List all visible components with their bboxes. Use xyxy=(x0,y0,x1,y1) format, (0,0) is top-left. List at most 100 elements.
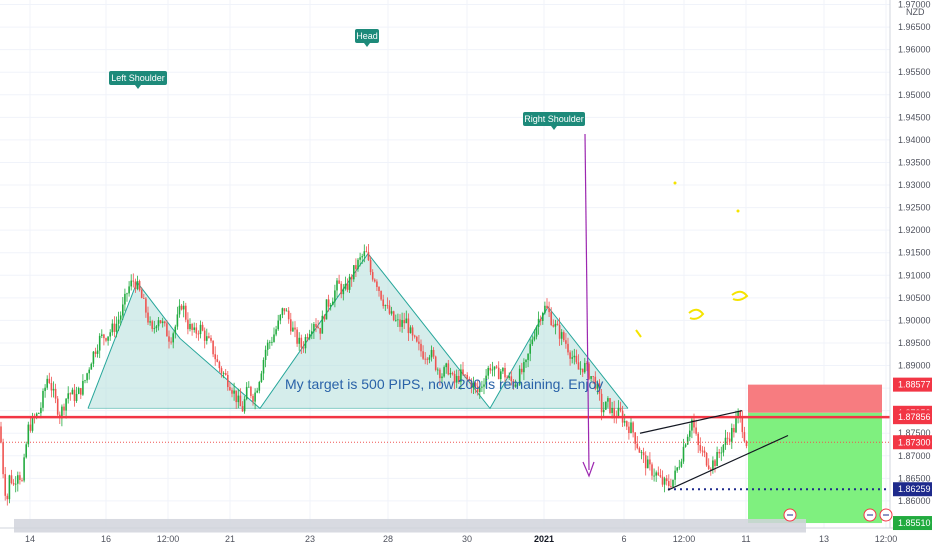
candle-body xyxy=(29,424,32,431)
yellow-dot-1 xyxy=(673,181,677,185)
candle-body xyxy=(554,323,557,327)
candle-body xyxy=(222,373,225,374)
candle-body xyxy=(42,390,44,408)
candle-body xyxy=(640,452,643,454)
stop-loss-zone xyxy=(748,384,882,413)
candle-body xyxy=(642,452,645,456)
candle-body xyxy=(581,368,584,373)
candle-body xyxy=(483,384,485,387)
candle-body xyxy=(665,478,668,482)
annotation-text: My target is 500 PIPS, now 200 is remain… xyxy=(285,376,603,392)
candle-body xyxy=(527,353,529,360)
candle-body xyxy=(647,459,649,469)
candle-body xyxy=(657,472,660,476)
x-tick-label: 21 xyxy=(225,534,235,544)
y-tick-label: 1.86000 xyxy=(898,496,931,506)
candle-body xyxy=(726,437,729,439)
candle-body xyxy=(386,305,389,306)
candle-body xyxy=(279,314,282,321)
candle-body xyxy=(101,334,103,336)
candle-body xyxy=(573,355,576,358)
y-tick-label: 1.91000 xyxy=(898,270,931,280)
candle-body xyxy=(2,442,4,475)
candle-body xyxy=(92,351,95,364)
candle-body xyxy=(231,390,233,394)
candle-body xyxy=(119,315,122,320)
candle-body xyxy=(107,336,109,341)
pattern-fill xyxy=(88,253,628,409)
candle-body xyxy=(185,305,187,320)
candle-body xyxy=(52,388,55,391)
candle-body xyxy=(180,305,183,310)
candle-body xyxy=(479,387,481,393)
candle-body xyxy=(105,338,107,341)
candle-body xyxy=(493,366,496,370)
candle-body xyxy=(73,389,76,401)
candle-body xyxy=(306,337,309,339)
candle-body xyxy=(605,401,607,410)
candle-body xyxy=(96,350,99,354)
y-tick-label: 1.97000 xyxy=(898,0,931,10)
candle-body xyxy=(260,373,263,383)
candle-body xyxy=(252,395,254,402)
candle-body xyxy=(510,376,513,381)
price-tag-label: 1.87856 xyxy=(898,412,931,422)
candle-body xyxy=(174,326,177,334)
candle-body xyxy=(542,312,544,321)
candle-body xyxy=(382,299,384,307)
x-tick-label: 2021 xyxy=(534,534,554,544)
candle-body xyxy=(592,376,594,377)
candle-body xyxy=(653,475,655,477)
candle-body xyxy=(237,395,240,403)
candle-body xyxy=(741,416,744,433)
y-tick-label: 1.93000 xyxy=(898,180,931,190)
candle-body xyxy=(607,398,609,402)
candle-body xyxy=(460,369,462,382)
candle-body xyxy=(512,380,515,387)
y-tick-label: 1.96000 xyxy=(898,45,931,55)
candle-body xyxy=(10,475,13,484)
candle-body xyxy=(691,419,693,431)
candle-body xyxy=(731,427,733,442)
candle-body xyxy=(380,290,382,300)
candle-body xyxy=(191,324,193,330)
candle-body xyxy=(611,407,613,414)
candle-body xyxy=(424,358,426,360)
candle-body xyxy=(304,337,307,349)
candle-body xyxy=(676,467,678,471)
candle-body xyxy=(716,451,718,467)
candle-body xyxy=(348,276,351,290)
candle-body xyxy=(283,308,286,312)
candle-body xyxy=(275,329,277,335)
candle-body xyxy=(63,406,65,411)
candle-body xyxy=(355,265,357,269)
candle-body xyxy=(98,335,101,351)
zones xyxy=(14,384,882,533)
candle-body xyxy=(745,441,748,447)
time-axis[interactable]: 14 16 12:00 21 23 28 30 2021 6 12:00 11 13 12:00 xyxy=(0,527,932,544)
levels xyxy=(0,415,890,491)
candle-body xyxy=(674,470,676,480)
candle-body xyxy=(269,342,271,344)
candle-body xyxy=(86,373,88,381)
candle-body xyxy=(586,363,588,364)
candle-body xyxy=(84,380,86,382)
candle-body xyxy=(44,387,46,391)
candle-body xyxy=(126,293,128,295)
candle-body xyxy=(533,336,536,340)
candle-body xyxy=(220,368,223,374)
candle-body xyxy=(245,386,248,400)
candle-body xyxy=(420,343,422,352)
candle-body xyxy=(451,373,454,374)
candle-body xyxy=(376,281,378,288)
candle-body xyxy=(69,393,72,395)
price-tag-label: 1.87300 xyxy=(898,437,931,447)
candle-body xyxy=(525,359,527,363)
y-tick-label: 1.96500 xyxy=(898,22,931,32)
candle-body xyxy=(384,305,387,307)
candle-body xyxy=(689,430,691,437)
candle-body xyxy=(563,332,565,341)
candle-body xyxy=(12,483,15,485)
candle-body xyxy=(497,367,500,380)
